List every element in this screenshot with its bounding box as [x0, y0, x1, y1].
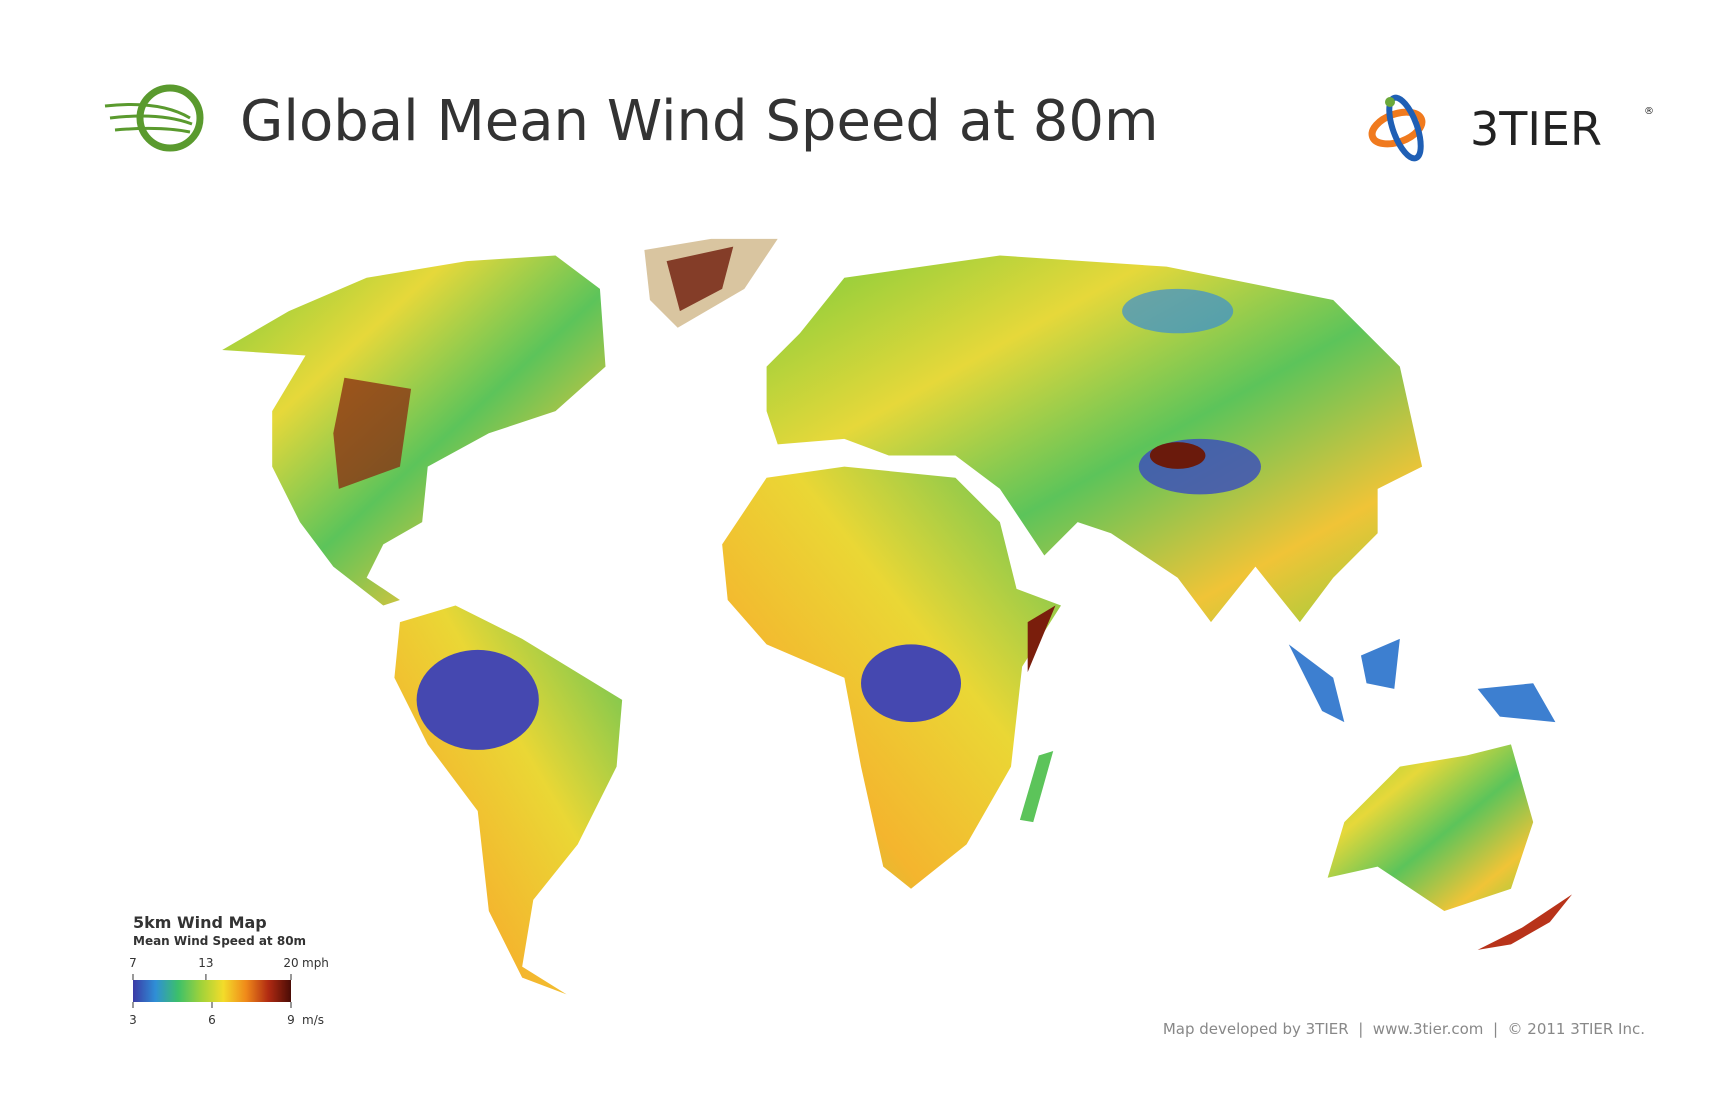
mph-tick-label: 7	[129, 956, 137, 970]
mph-unit: mph	[302, 956, 329, 970]
color-bar	[133, 980, 291, 1002]
footer-credit: Map developed by 3TIER | www.3tier.com |…	[1163, 1020, 1645, 1038]
title: Global Mean Wind Speed at 80m	[240, 89, 1159, 154]
brand-logo: 3TIER ®	[1368, 94, 1654, 162]
legend-title: 5km Wind Map	[133, 913, 267, 932]
ms-tick-label: 6	[208, 1013, 216, 1027]
legend-subtitle: Mean Wind Speed at 80m	[133, 934, 306, 948]
ms-tick-label: 9	[287, 1013, 295, 1027]
wind-logo	[104, 84, 204, 152]
world-map	[222, 238, 1573, 995]
ms-tick-label: 3	[129, 1013, 137, 1027]
brand-name: 3TIER	[1470, 102, 1602, 156]
ms-unit: m/s	[302, 1013, 324, 1027]
brand-mark: ®	[1644, 106, 1654, 117]
mph-tick-label: 13	[198, 956, 213, 970]
mph-tick-label: 20	[283, 956, 298, 970]
legend: 5km Wind Map Mean Wind Speed at 80m mph …	[129, 913, 329, 1027]
